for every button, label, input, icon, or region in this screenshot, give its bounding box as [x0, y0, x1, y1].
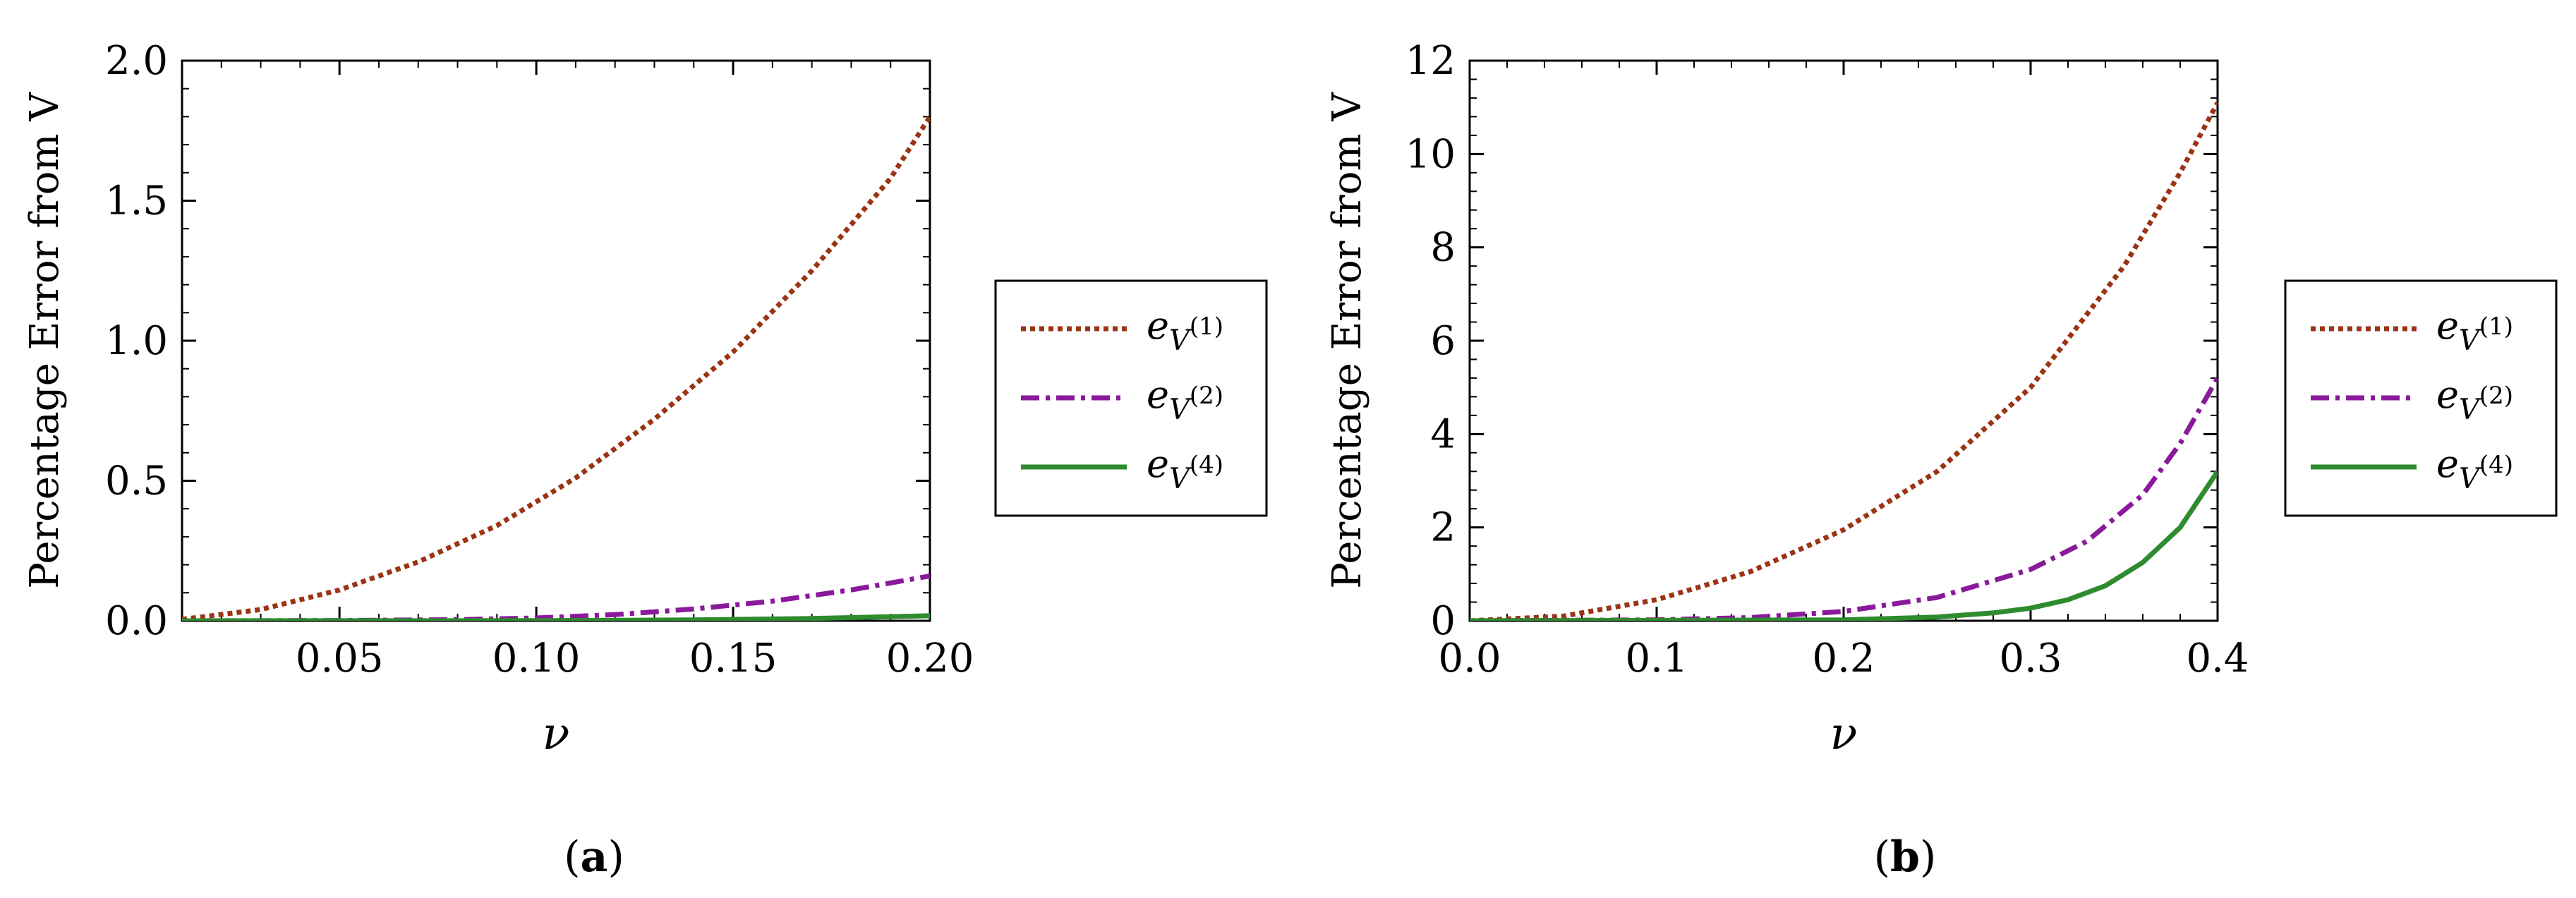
legend: eV(1)eV(2)eV(4)	[2284, 279, 2558, 517]
series-line-3	[1470, 470, 2218, 621]
legend-label-base: e	[1147, 303, 1169, 348]
y-tick-label: 1.5	[105, 178, 168, 224]
x-tick-label: 0.05	[296, 636, 384, 681]
x-tick-label: 0.3	[1999, 636, 2062, 681]
x-tick-label: 0.0	[1438, 636, 1501, 681]
panel-caption-letter: b	[1890, 832, 1920, 882]
panel-caption: (b)	[1874, 832, 1937, 882]
legend-label-sub: V	[1169, 463, 1192, 495]
panel-caption: (a)	[564, 832, 624, 882]
legend-label-base: e	[2436, 442, 2459, 486]
x-tick-label: 0.1	[1625, 636, 1688, 681]
legend-label-sup: (4)	[2479, 451, 2513, 479]
legend: eV(1)eV(2)eV(4)	[994, 279, 1268, 517]
y-tick-label: 2	[1430, 505, 1456, 551]
y-axis-label: Percentage Error from V	[22, 92, 68, 589]
x-tick-label: 0.15	[689, 636, 778, 681]
legend-label-sup: (2)	[1190, 382, 1223, 410]
legend-box	[2284, 279, 2558, 517]
legend-label: eV(2)	[2436, 372, 2513, 426]
legend-label-sup: (4)	[1190, 451, 1223, 479]
y-tick-label: 0.0	[105, 598, 168, 644]
legend-label-sub: V	[1169, 324, 1192, 357]
legend-label: eV(4)	[1147, 442, 1223, 495]
legend-label: eV(2)	[1147, 372, 1223, 426]
legend-label-base: e	[2436, 303, 2459, 348]
y-tick-label: 12	[1405, 38, 1456, 84]
y-tick-label: 8	[1430, 225, 1456, 271]
legend-label-sup: (2)	[2479, 382, 2513, 410]
legend-label: eV(1)	[2436, 303, 2513, 357]
legend-label-base: e	[1147, 442, 1169, 486]
x-tick-label: 0.20	[886, 636, 974, 681]
x-axis-label: ν	[543, 708, 570, 760]
plot-frame	[181, 59, 931, 622]
legend-label-sub: V	[2459, 394, 2482, 426]
series-line-1	[1470, 101, 2218, 621]
legend-label-sub: V	[1169, 394, 1192, 426]
legend-label: eV(4)	[2436, 442, 2513, 495]
chart-a: 0.05 0.10 0.15 0.20 0.0 0.5 1.0 1.5 2.0 Percentag…	[22, 38, 1268, 882]
series-line-1	[182, 115, 930, 621]
y-tick-label: 2.0	[105, 38, 168, 84]
legend-label-sup: (1)	[1190, 313, 1223, 341]
x-tick-label: 0.4	[2186, 636, 2249, 681]
y-tick-label: 0.5	[105, 459, 168, 504]
series-line-2	[182, 574, 930, 621]
legend-label-sup: (1)	[2479, 313, 2513, 341]
y-tick-label: 0	[1430, 598, 1456, 644]
legend-box	[994, 279, 1268, 517]
y-axis-label: Percentage Error from V	[1324, 92, 1370, 589]
legend-label-sub: V	[2459, 463, 2482, 495]
series-line-3	[182, 613, 930, 621]
y-tick-label: 1.0	[105, 318, 168, 364]
legend-label: eV(1)	[1147, 303, 1223, 357]
legend-label-sub: V	[2459, 324, 2482, 357]
legend-label-base: e	[2436, 372, 2459, 417]
y-tick-label: 6	[1430, 318, 1456, 364]
panel-caption-letter: a	[581, 832, 608, 882]
series-line-2	[1470, 377, 2218, 621]
x-tick-label: 0.2	[1812, 636, 1875, 681]
y-tick-label: 4	[1430, 411, 1456, 457]
legend-label-base: e	[1147, 372, 1169, 417]
x-axis-label: ν	[1830, 708, 1858, 760]
plot-frame	[1468, 59, 2219, 622]
y-tick-label: 10	[1405, 131, 1456, 177]
x-tick-label: 0.10	[492, 636, 581, 681]
chart-b: 0.0 0.1 0.2 0.3 0.4 0 2 4 6 8 10 12 Percentage Error…	[1324, 38, 2558, 882]
